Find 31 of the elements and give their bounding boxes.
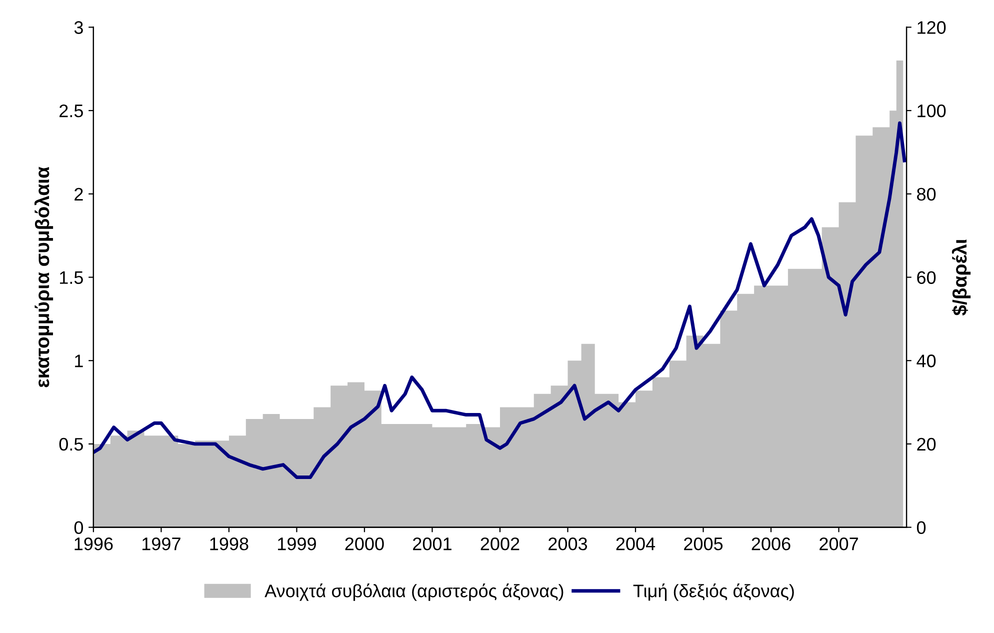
x-tick-label: 1998 [210, 537, 248, 550]
y-tick-label: 1 [75, 354, 83, 368]
legend-label: Τιμή (δεξιός άξονας) [633, 584, 794, 601]
line-series [93, 121, 906, 480]
x-tick-label: 2005 [684, 537, 723, 550]
x-tick-label: 1997 [142, 537, 180, 550]
x-tick-label: 2003 [548, 537, 588, 550]
y2-tick-label: 60 [917, 271, 936, 284]
x-tick-label: 1996 [74, 537, 113, 550]
y-tick-label: 0 [74, 521, 84, 534]
y-tick-label: 2 [74, 188, 83, 200]
y2-tick-label: 80 [917, 188, 936, 201]
x-tick-label: 2006 [752, 537, 790, 550]
x-tick-label: 2001 [413, 537, 452, 550]
legend-label: Ανοιχτά συβόλαια (αριστερός άξονας) [264, 584, 564, 601]
y-tick-label: 0.5 [59, 438, 83, 451]
x-tick-label: 2002 [480, 537, 520, 550]
y2-tick-label: 40 [916, 354, 936, 368]
y-tick-label: 3 [74, 21, 83, 34]
y2-tick-label: 100 [918, 104, 946, 118]
x-tick-label: 2004 [616, 537, 656, 550]
y-axis-title: εκατομμύρια συμβόλαια [34, 166, 54, 388]
y2-tick-label: 0 [916, 521, 926, 534]
y-tick-label: 1.5 [60, 271, 83, 284]
y-tick-label: 2.5 [60, 104, 83, 118]
y2-tick-label: 20 [917, 438, 936, 451]
y2-tick-label: 120 [918, 21, 946, 34]
x-tick-label: 2000 [345, 537, 384, 550]
y2-axis-title: $/βαρέλι [952, 239, 971, 316]
x-tick-label: 1999 [278, 537, 316, 550]
x-tick-label: 2007 [820, 537, 858, 550]
